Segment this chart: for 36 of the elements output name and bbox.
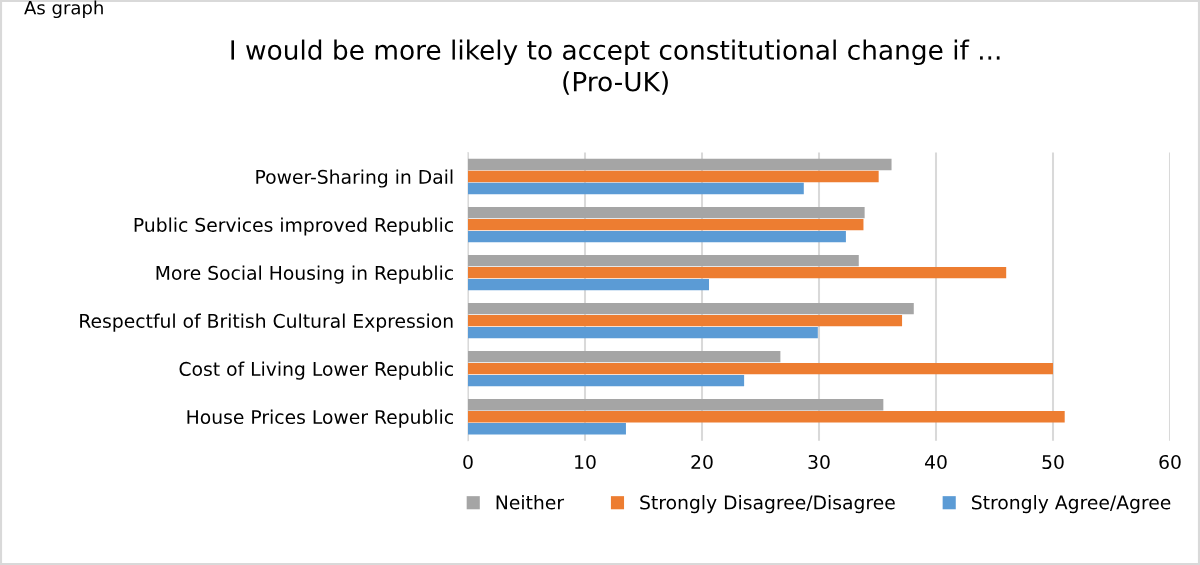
text: As graph	[24, 0, 103, 19]
bar	[468, 374, 745, 387]
x-tick-label: 60	[1159, 454, 1181, 470]
bar	[468, 170, 879, 183]
bar	[468, 302, 914, 315]
bar	[468, 350, 781, 363]
x-tick-label: 30	[808, 454, 830, 470]
y-tick-label: Cost of Living Lower Republic	[179, 361, 453, 380]
y-tick-label: House Prices Lower Republic	[187, 409, 453, 428]
bar	[468, 266, 1007, 279]
x-tick-label: 50	[1042, 454, 1064, 470]
bar	[468, 314, 903, 327]
bar	[468, 362, 1053, 375]
bar	[468, 410, 1065, 423]
y-tick-label: Public Services improved Republic	[134, 217, 453, 236]
bar	[468, 158, 892, 171]
y-tick-label: Power-Sharing in Dail	[256, 169, 453, 188]
legend-label: Strongly Agree/Agree	[972, 495, 1171, 514]
bar	[468, 398, 884, 411]
x-tick-label: 0	[463, 454, 473, 470]
chart-title: I would be more likely to accept constitutional change if ... (Pro-UK)	[231, 39, 1000, 95]
y-tick-label: More Social Housing in Republic	[156, 265, 453, 284]
bar	[468, 254, 859, 267]
bar	[468, 218, 864, 231]
legend-label: Strongly Disagree/Disagree	[640, 495, 895, 514]
bar	[468, 230, 846, 243]
bar	[468, 206, 865, 219]
y-tick-label: Respectful of British Cultural Expression	[80, 313, 453, 332]
x-tick-label: 20	[691, 454, 713, 470]
bar	[468, 422, 626, 435]
x-tick-label: 10	[575, 454, 596, 470]
bar	[468, 278, 710, 291]
legend-label: Neither	[496, 495, 565, 510]
bar	[468, 326, 818, 339]
bar	[468, 182, 804, 195]
x-tick-label: 40	[924, 454, 947, 470]
